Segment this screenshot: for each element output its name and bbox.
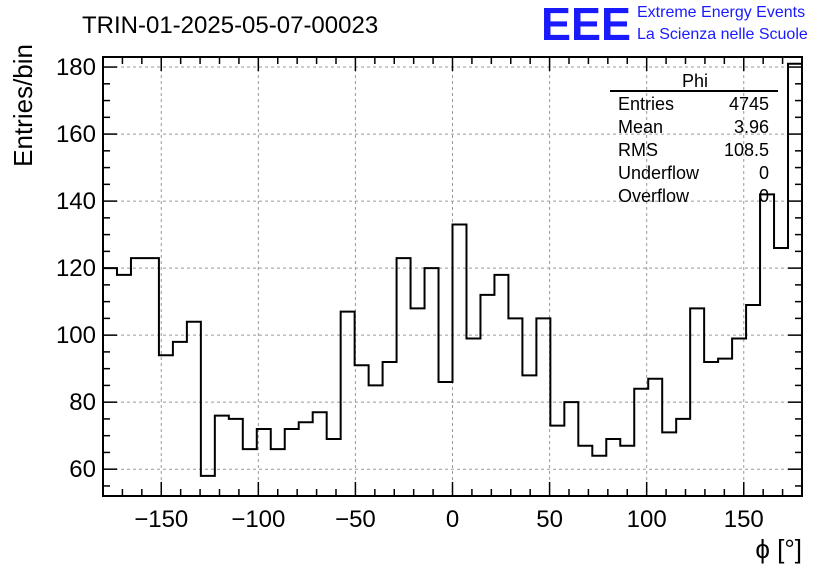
- chart-title: TRIN-01-2025-05-07-00023: [82, 12, 378, 39]
- stats-box-title: Phi: [682, 71, 708, 91]
- y-tick-label: 120: [56, 255, 96, 282]
- x-tick-label: 50: [536, 506, 563, 533]
- x-axis-label: ϕ [°]: [755, 534, 802, 564]
- eee-logo-line2: La Scienza nelle Scuole: [637, 26, 808, 43]
- grid: [103, 57, 802, 496]
- eee-logo: EEE Extreme Energy Events La Scienza nel…: [541, 0, 808, 50]
- eee-logo-mark: EEE: [541, 0, 631, 50]
- y-tick-label: 140: [56, 188, 96, 215]
- y-tick-label: 80: [69, 389, 96, 416]
- stats-row-label: RMS: [618, 140, 658, 160]
- y-tick-label: 100: [56, 322, 96, 349]
- axis-ticks: [102, 57, 803, 496]
- x-tick-label: 0: [446, 506, 459, 533]
- x-tick-label: 150: [724, 506, 764, 533]
- y-tick-label: 160: [56, 121, 96, 148]
- y-tick-label: 60: [69, 456, 96, 483]
- y-tick-labels: 60 80 100 120 140 160 180: [56, 54, 96, 483]
- stats-row-value: 108.5: [724, 140, 769, 160]
- y-tick-label: 180: [56, 54, 96, 81]
- stats-row-label: Overflow: [618, 186, 690, 206]
- stats-row-label: Underflow: [618, 163, 700, 183]
- x-tick-label: −50: [335, 506, 376, 533]
- eee-logo-line1: Extreme Energy Events: [637, 4, 805, 21]
- x-tick-label: −100: [231, 506, 285, 533]
- stats-row-value: 0: [759, 163, 769, 183]
- stats-row-label: Entries: [618, 94, 674, 114]
- stats-row-value: 4745: [729, 94, 769, 114]
- y-axis-label: Entries/bin: [8, 44, 38, 167]
- stats-row-value: 3.96: [734, 117, 769, 137]
- stats-box: Phi Entries 4745 Mean 3.96 RMS 108.5 Underflow…: [610, 71, 778, 206]
- stats-row-label: Mean: [618, 117, 663, 137]
- stats-row-value: 0: [759, 186, 769, 206]
- histogram-outline: [103, 62, 802, 477]
- x-tick-labels: −150 −100 −50 0 50 100 150: [134, 506, 764, 533]
- x-tick-label: −150: [134, 506, 188, 533]
- x-tick-label: 100: [627, 506, 667, 533]
